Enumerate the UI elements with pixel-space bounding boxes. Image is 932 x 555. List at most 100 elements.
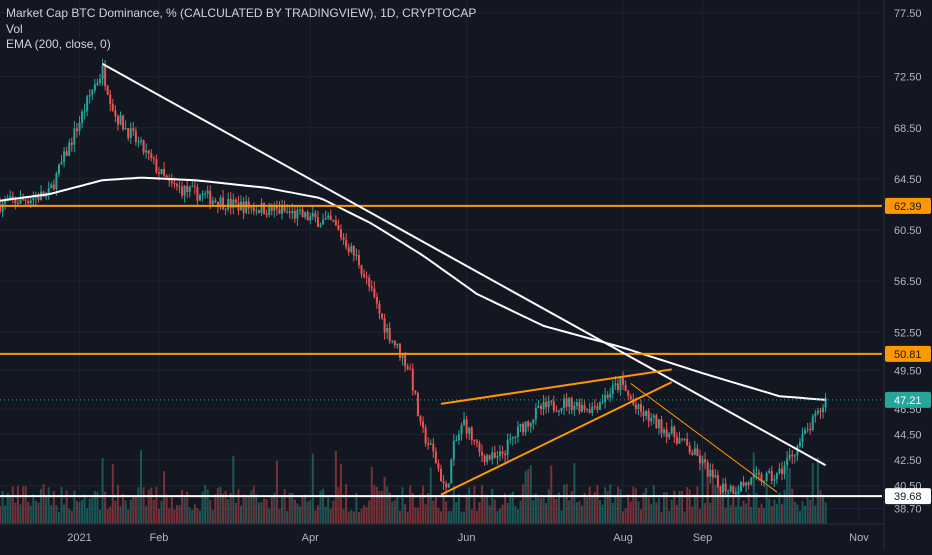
candle-body (516, 426, 519, 438)
volume-bar (539, 498, 542, 524)
candle-body (186, 185, 189, 192)
candle-body (750, 477, 753, 485)
candle-body (755, 472, 758, 475)
volume-bar (306, 501, 309, 524)
volume-bar (98, 509, 101, 524)
candle-body (245, 201, 248, 213)
candle-body (1, 203, 4, 212)
candle-body (642, 411, 645, 416)
volume-bar (363, 505, 366, 524)
candle-body (283, 206, 286, 212)
candle-body (747, 482, 750, 485)
candle-body (142, 140, 145, 153)
candle-body (365, 276, 368, 278)
volume-bar (93, 490, 96, 524)
candle-body (440, 468, 442, 482)
volume-bar (719, 492, 722, 524)
volume-bar (514, 505, 517, 524)
candle-body (601, 401, 604, 403)
candle-body (391, 340, 394, 342)
candle-body (227, 198, 230, 210)
volume-bar (583, 493, 586, 524)
candle-body (81, 111, 84, 123)
candle-body (783, 465, 786, 474)
volume-bar (419, 494, 422, 524)
volume-bar (532, 500, 535, 524)
volume-bar (760, 503, 763, 524)
candle-body (742, 482, 745, 486)
candle-body (734, 491, 737, 494)
candle-body (170, 180, 173, 184)
candle-body (493, 452, 496, 458)
volume-bar (545, 503, 548, 524)
volume-bar (652, 485, 655, 524)
price-tick-label: 60.50 (894, 225, 922, 237)
candle-body (486, 455, 489, 462)
volume-bar (665, 492, 668, 524)
candle-body (314, 213, 317, 218)
candle-body (416, 393, 419, 417)
candle-body (460, 424, 463, 435)
candle-body (547, 400, 550, 408)
candle-body (478, 442, 481, 452)
volume-bar (37, 502, 40, 524)
candle-body (150, 153, 153, 158)
volume-bar (534, 493, 537, 524)
volume-bar (393, 500, 396, 524)
candle-body (650, 417, 653, 422)
volume-bar (132, 495, 135, 524)
candle-body (78, 122, 81, 132)
volume-bar (314, 510, 317, 524)
candle-body (178, 186, 181, 188)
volume-bar (242, 494, 245, 524)
volume-bar (716, 484, 719, 524)
volume-bar (237, 489, 240, 524)
volume-bar (150, 487, 153, 524)
volume-bar (193, 504, 196, 524)
candle-body (624, 384, 627, 392)
ema-200-line (0, 176, 826, 401)
volume-bar (83, 494, 86, 524)
volume-bar (96, 491, 99, 524)
candle-body (798, 441, 801, 447)
volume-bar (234, 502, 237, 524)
volume-bar (224, 490, 227, 524)
level-tag-50.81: 50.81 (894, 349, 922, 361)
candle-body (578, 402, 581, 412)
current-price-tag-bg (885, 391, 931, 408)
candle-body (116, 116, 119, 125)
candle-body (550, 400, 553, 402)
candle-body (609, 393, 612, 398)
volume-bar (442, 493, 445, 524)
volume-bar (560, 510, 563, 524)
volume-bar (606, 491, 609, 524)
candle-body (793, 455, 796, 457)
volume-bar (755, 492, 758, 524)
candle-body (596, 406, 599, 410)
volume-bar (686, 487, 689, 524)
volume-bar (468, 487, 471, 524)
volume-bar (796, 504, 799, 524)
candle-body (575, 402, 578, 406)
volume-legend: Vol (6, 21, 23, 36)
candle-body (427, 443, 430, 445)
candle-body (70, 142, 73, 145)
candle-body (745, 482, 748, 486)
candle-body (375, 296, 378, 304)
volume-bar (434, 496, 437, 524)
candle-body (173, 183, 176, 185)
candle-body (622, 377, 625, 385)
candle-body (619, 377, 622, 390)
volume-bar (142, 487, 145, 524)
candle-body (381, 313, 384, 318)
volume-bar (211, 510, 214, 524)
candle-body (542, 401, 545, 410)
volume-bar (552, 497, 555, 524)
volume-bar (137, 487, 140, 524)
volume-bar (570, 491, 573, 524)
candle-body (591, 406, 594, 413)
candle-body (268, 204, 271, 215)
volume-bar (216, 487, 219, 524)
